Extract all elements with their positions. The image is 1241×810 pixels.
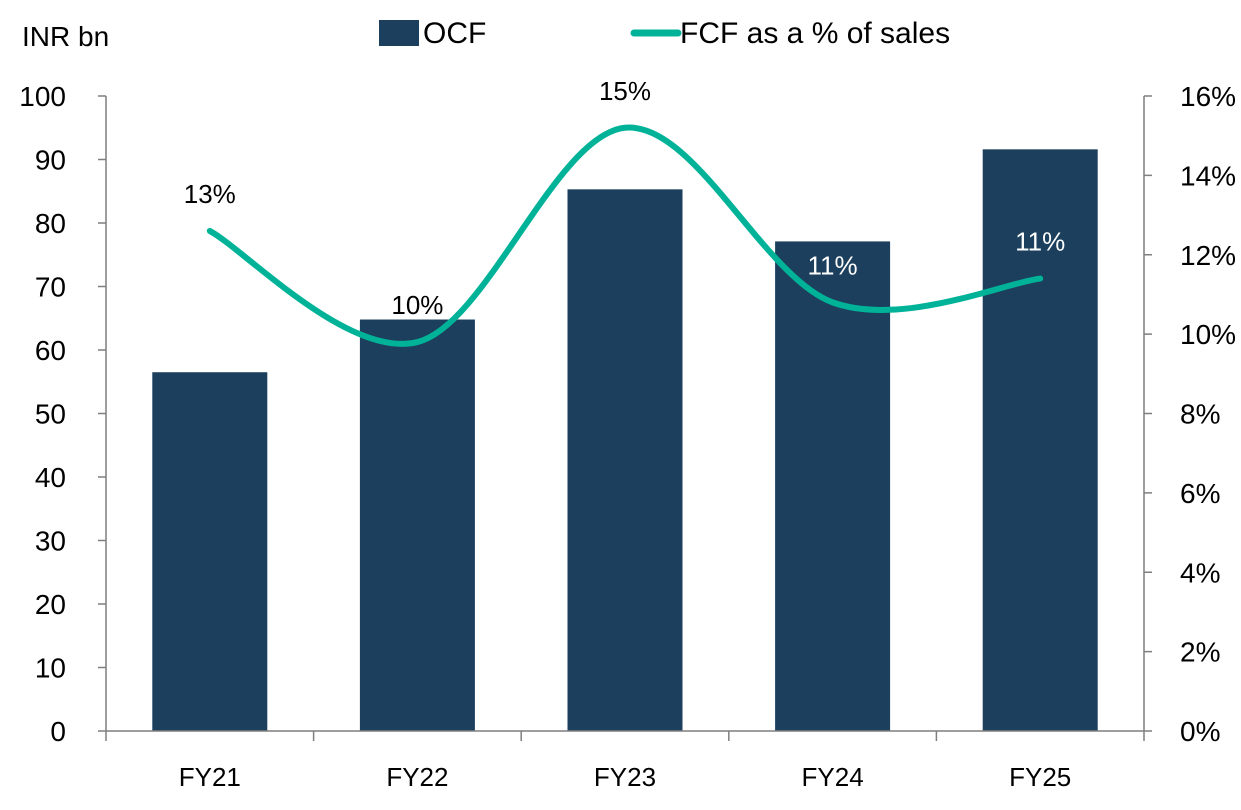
left-tick-label: 20 xyxy=(35,589,66,620)
fcf-data-label-fy22: 10% xyxy=(391,290,443,320)
right-tick-label: 12% xyxy=(1180,240,1236,271)
bar-fy25 xyxy=(982,149,1098,732)
fcf-data-label-fy23: 15% xyxy=(599,76,651,106)
x-tick-label: FY25 xyxy=(1009,762,1071,792)
bar-fy23 xyxy=(567,189,683,732)
legend-swatch-ocf xyxy=(379,20,419,46)
legend-label-fcf: FCF as a % of sales xyxy=(680,17,950,50)
left-axis-unit-label: INR bn xyxy=(22,21,109,52)
fcf-data-label-fy21: 13% xyxy=(184,179,236,209)
fcf-data-label-fy25: 11% xyxy=(1015,227,1065,257)
left-tick-label: 40 xyxy=(35,462,66,493)
x-axis-ticks: FY21 FY22 FY23 FY24 FY25 xyxy=(105,731,1145,792)
left-tick-label: 100 xyxy=(19,81,66,112)
x-tick-label: FY24 xyxy=(802,762,864,792)
legend: OCF FCF as a % of sales xyxy=(379,17,950,50)
right-axis-ticks: 0% 2% 4% 6% 8% 10% 12% 14% 16% xyxy=(1144,81,1236,747)
legend-label-ocf: OCF xyxy=(423,17,486,50)
right-tick-label: 2% xyxy=(1180,637,1220,668)
x-tick-label: FY23 xyxy=(594,762,656,792)
left-tick-label: 60 xyxy=(35,335,66,366)
left-tick-label: 90 xyxy=(35,145,66,176)
left-tick-label: 0 xyxy=(50,716,66,747)
x-tick-label: FY22 xyxy=(386,762,448,792)
fcf-data-label-fy24: 11% xyxy=(808,250,858,280)
ocf-bars xyxy=(152,149,1098,732)
fcf-line xyxy=(206,124,1044,347)
right-tick-label: 14% xyxy=(1180,160,1236,191)
fcf-data-labels: 13% 10% 15% 11% 11% xyxy=(184,76,1065,320)
right-tick-label: 4% xyxy=(1180,557,1220,588)
left-tick-label: 30 xyxy=(35,526,66,557)
x-tick-label: FY21 xyxy=(179,762,241,792)
right-tick-label: 10% xyxy=(1180,319,1236,350)
left-tick-label: 70 xyxy=(35,272,66,303)
left-axis-ticks: 0 10 20 30 40 50 60 70 80 90 100 xyxy=(19,81,106,747)
left-tick-label: 10 xyxy=(35,653,66,684)
left-tick-label: 80 xyxy=(35,208,66,239)
bar-fy22 xyxy=(359,319,475,731)
bar-fy24 xyxy=(775,241,891,732)
right-tick-label: 8% xyxy=(1180,399,1220,430)
bar-fy21 xyxy=(152,372,268,731)
right-tick-label: 16% xyxy=(1180,81,1236,112)
right-tick-label: 0% xyxy=(1180,716,1220,747)
right-tick-label: 6% xyxy=(1180,478,1220,509)
left-tick-label: 50 xyxy=(35,399,66,430)
